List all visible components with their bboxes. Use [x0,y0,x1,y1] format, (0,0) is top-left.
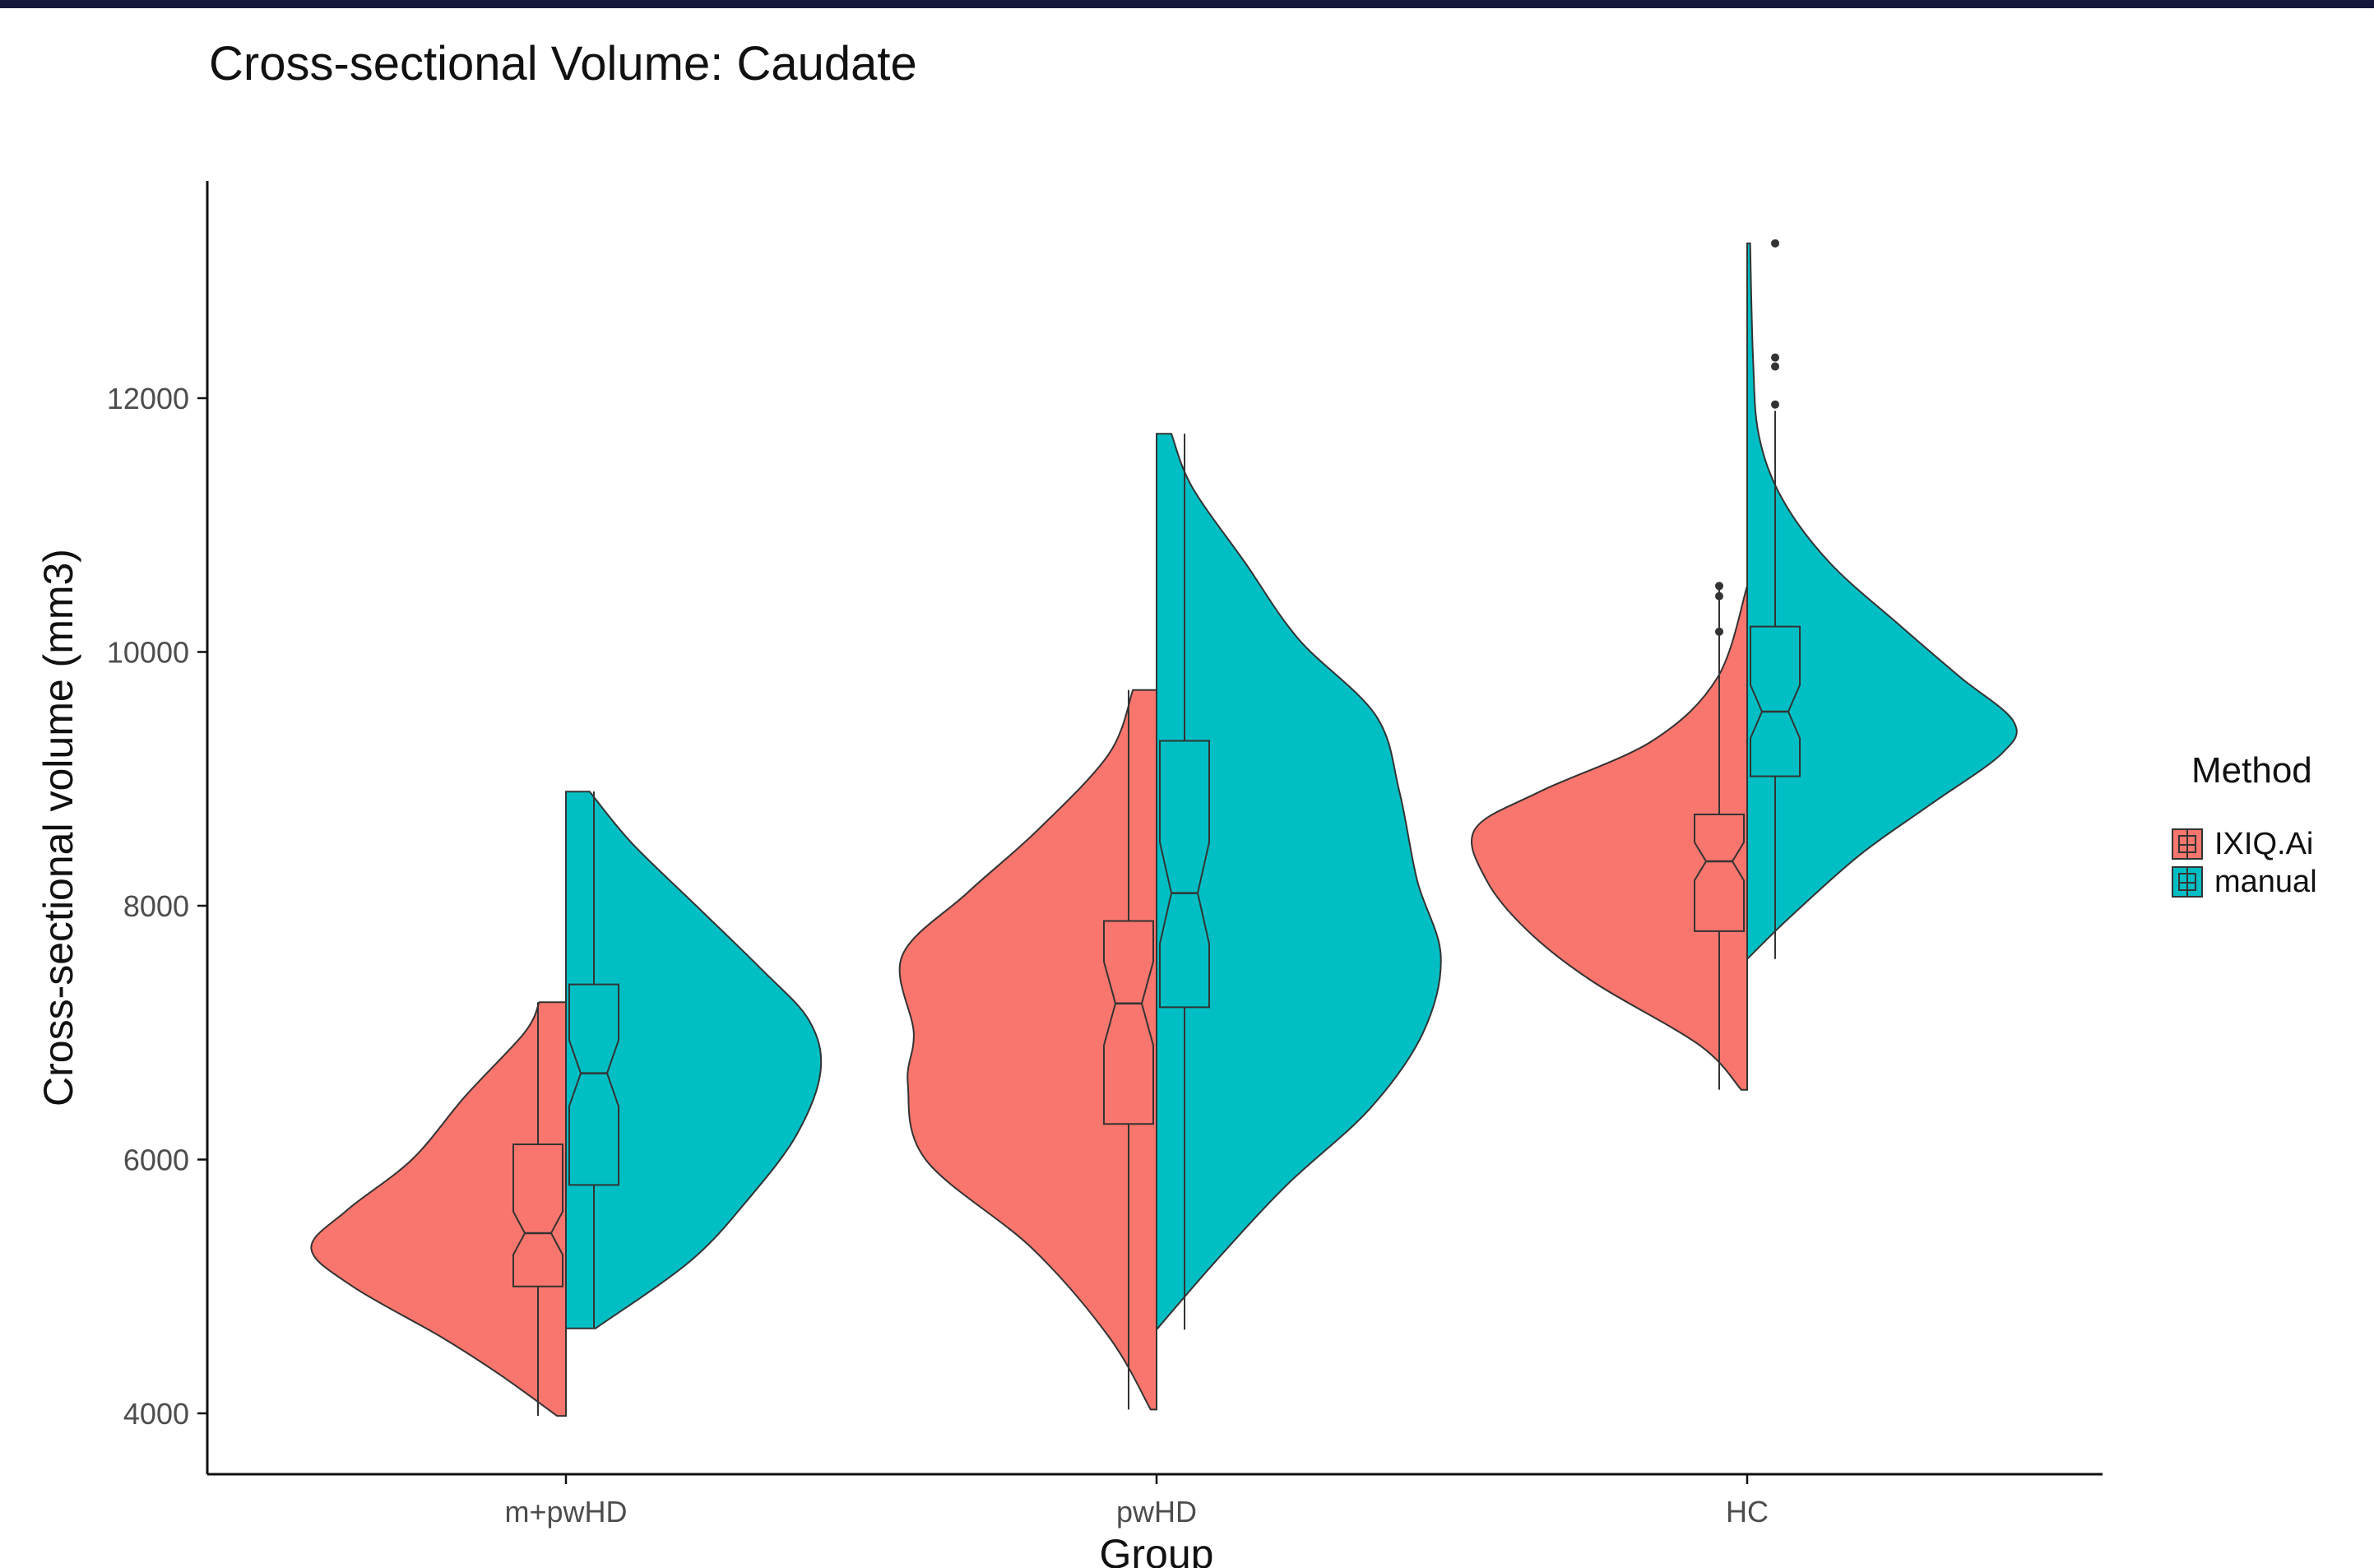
y-axis-label: Cross-sectional volume (mm3) [35,549,81,1106]
chart-title: Cross-sectional Volume: Caudate [209,37,917,90]
y-tick-label-2: 8000 [123,889,189,923]
outlier-manual-2-3 [1771,239,1779,248]
y-tick-label-3: 10000 [107,636,189,670]
outlier-ixiq-2-0 [1715,627,1723,636]
y-tick-label-4: 12000 [107,382,189,415]
violin-ixiq-1 [898,689,1157,1411]
box-manual-1 [1159,740,1210,1009]
outlier-ixiq-2-1 [1715,591,1723,601]
box-manual-2 [1750,625,1801,777]
violin-manual-1 [1156,433,1442,1332]
x-tick-label-1: pwHD [1116,1495,1197,1529]
outlier-manual-2-0 [1771,400,1779,409]
violin-ixiq-0 [310,1001,567,1417]
legend-key-manual [2172,866,2203,898]
legend-title: Method [2191,750,2312,791]
box-manual-0 [568,983,619,1186]
box-ixiq-0 [512,1143,563,1287]
y-tick-label-1: 6000 [123,1144,189,1177]
outlier-ixiq-2-2 [1715,582,1723,591]
violin-ixiq-2 [1471,585,1748,1091]
box-ixiq-1 [1103,920,1154,1125]
chart-marks [310,239,2018,1417]
y-tick-label-0: 4000 [123,1397,189,1431]
x-tick-label-2: HC [1726,1495,1769,1529]
legend-label-ixiq: IXIQ.Ai [2214,826,2314,861]
top-border [0,0,2374,8]
x-tick-label-0: m+pwHD [504,1495,627,1529]
legend-item-manual: manual [2172,864,2317,900]
legend-key-ixiq [2172,828,2203,860]
violin-manual-2 [1746,242,2018,962]
legend-label-manual: manual [2214,864,2317,899]
legend-item-ixiq: IXIQ.Ai [2172,826,2313,862]
x-axis-label: Group [1100,1531,1214,1568]
outlier-manual-2-1 [1771,362,1779,371]
violin-manual-0 [565,791,823,1329]
box-ixiq-2 [1694,813,1745,932]
outlier-manual-2-2 [1771,353,1779,362]
axes: 4000 6000 8000 10000 12000 m+pwHD pwHD HC [107,181,2103,1529]
